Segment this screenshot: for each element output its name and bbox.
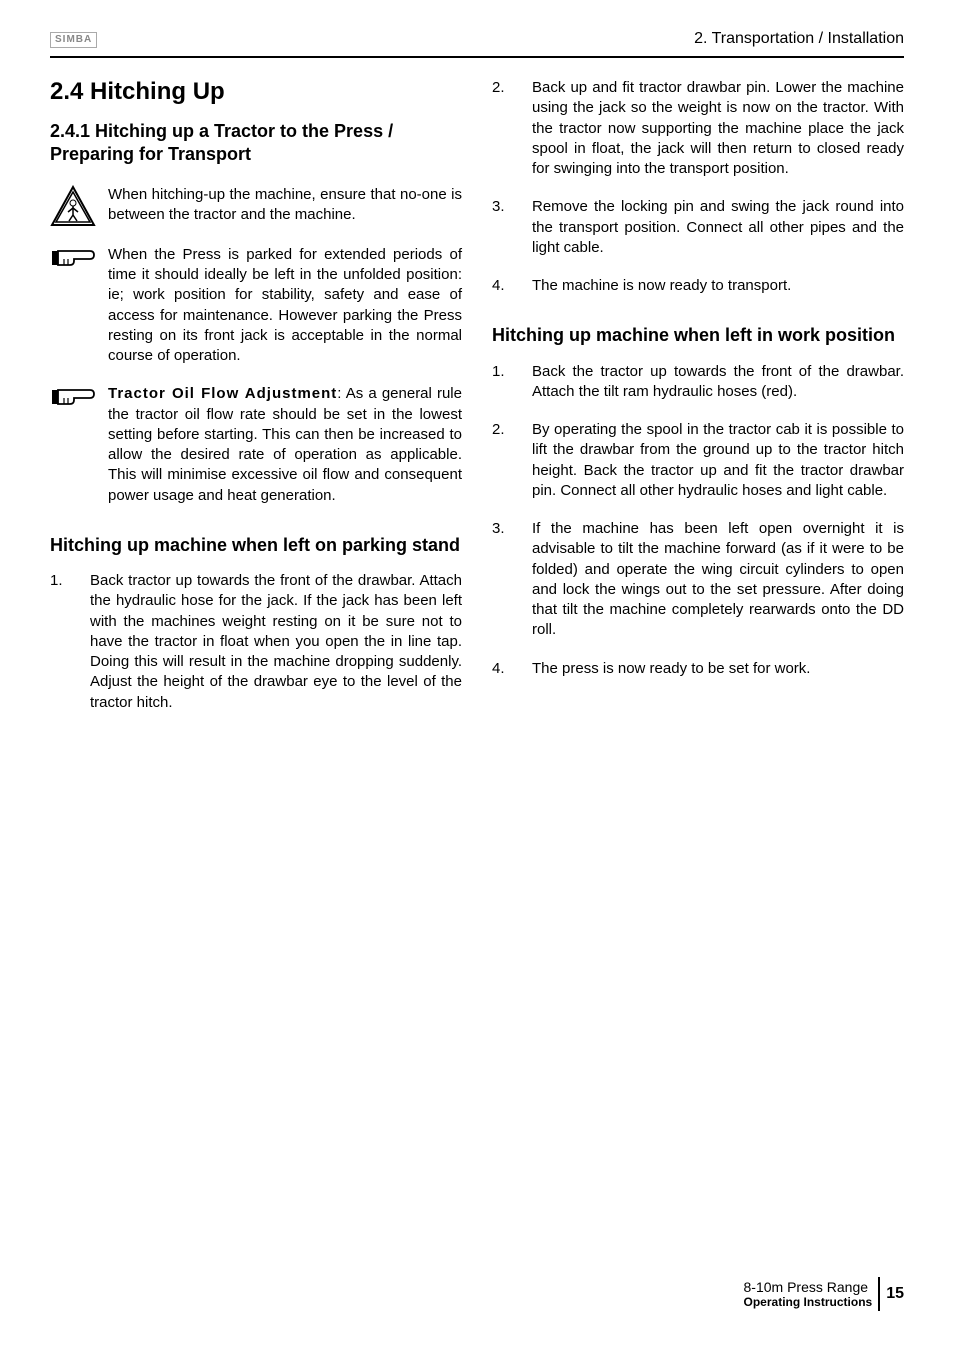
- footer-sub: Operating Instructions: [744, 1295, 873, 1309]
- list-item: 3. Remove the locking pin and swing the …: [492, 197, 904, 258]
- note2-rest: : As a general rule the tractor oil flow…: [108, 385, 462, 503]
- page-header: SIMBA 2. Transportation / Installation: [50, 30, 904, 58]
- item-number: 2.: [492, 420, 512, 501]
- item-number: 4.: [492, 276, 512, 296]
- note2-bold: Tractor Oil Flow Adjustment: [108, 385, 337, 402]
- page-footer: 8-10m Press Range Operating Instructions…: [744, 1277, 904, 1311]
- item-text: Back the tractor up towards the front of…: [532, 362, 904, 403]
- list-item: 3. If the machine has been left open ove…: [492, 519, 904, 641]
- footer-product: 8-10m Press Range: [744, 1279, 873, 1295]
- list-item: 4. The press is now ready to be set for …: [492, 659, 904, 679]
- item-text: Back tractor up towards the front of the…: [90, 571, 462, 713]
- warning-block: When hitching-up the machine, ensure tha…: [50, 185, 462, 227]
- list-item: 2. By operating the spool in the tractor…: [492, 420, 904, 501]
- footer-divider: [878, 1277, 880, 1311]
- warning-triangle-icon: [50, 185, 96, 227]
- hand-point-icon: [50, 384, 96, 506]
- parking-stand-title: Hitching up machine when left on parking…: [50, 534, 462, 557]
- item-text: Remove the locking pin and swing the jac…: [532, 197, 904, 258]
- header-section-label: 2. Transportation / Installation: [694, 30, 904, 48]
- note2-text: Tractor Oil Flow Adjustment: As a genera…: [108, 384, 462, 506]
- item-number: 4.: [492, 659, 512, 679]
- logo: SIMBA: [50, 32, 97, 48]
- hand-point-icon: [50, 245, 96, 367]
- warning-text: When hitching-up the machine, ensure tha…: [108, 185, 462, 227]
- list-item: 1. Back tractor up towards the front of …: [50, 571, 462, 713]
- item-number: 3.: [492, 197, 512, 258]
- note-block-1: When the Press is parked for extended pe…: [50, 245, 462, 367]
- item-text: Back up and fit tractor drawbar pin. Low…: [532, 78, 904, 179]
- right-column: 2. Back up and fit tractor drawbar pin. …: [492, 78, 904, 731]
- note1-text: When the Press is parked for extended pe…: [108, 245, 462, 367]
- footer-line: 8-10m Press Range Operating Instructions…: [744, 1277, 904, 1311]
- list-item: 2. Back up and fit tractor drawbar pin. …: [492, 78, 904, 179]
- list-item: 4. The machine is now ready to transport…: [492, 276, 904, 296]
- item-number: 1.: [492, 362, 512, 403]
- list-item: 1. Back the tractor up towards the front…: [492, 362, 904, 403]
- work-position-title: Hitching up machine when left in work po…: [492, 324, 904, 347]
- main-title: 2.4 Hitching Up: [50, 78, 462, 106]
- note-block-2: Tractor Oil Flow Adjustment: As a genera…: [50, 384, 462, 506]
- footer-page-number: 15: [886, 1285, 904, 1303]
- subsection-title: 2.4.1 Hitching up a Tractor to the Press…: [50, 120, 462, 167]
- item-text: The press is now ready to be set for wor…: [532, 659, 904, 679]
- item-number: 3.: [492, 519, 512, 641]
- content-columns: 2.4 Hitching Up 2.4.1 Hitching up a Trac…: [50, 78, 904, 731]
- item-text: If the machine has been left open overni…: [532, 519, 904, 641]
- item-number: 2.: [492, 78, 512, 179]
- item-text: By operating the spool in the tractor ca…: [532, 420, 904, 501]
- left-column: 2.4 Hitching Up 2.4.1 Hitching up a Trac…: [50, 78, 462, 731]
- item-text: The machine is now ready to transport.: [532, 276, 904, 296]
- logo-text: SIMBA: [55, 34, 92, 45]
- item-number: 1.: [50, 571, 70, 713]
